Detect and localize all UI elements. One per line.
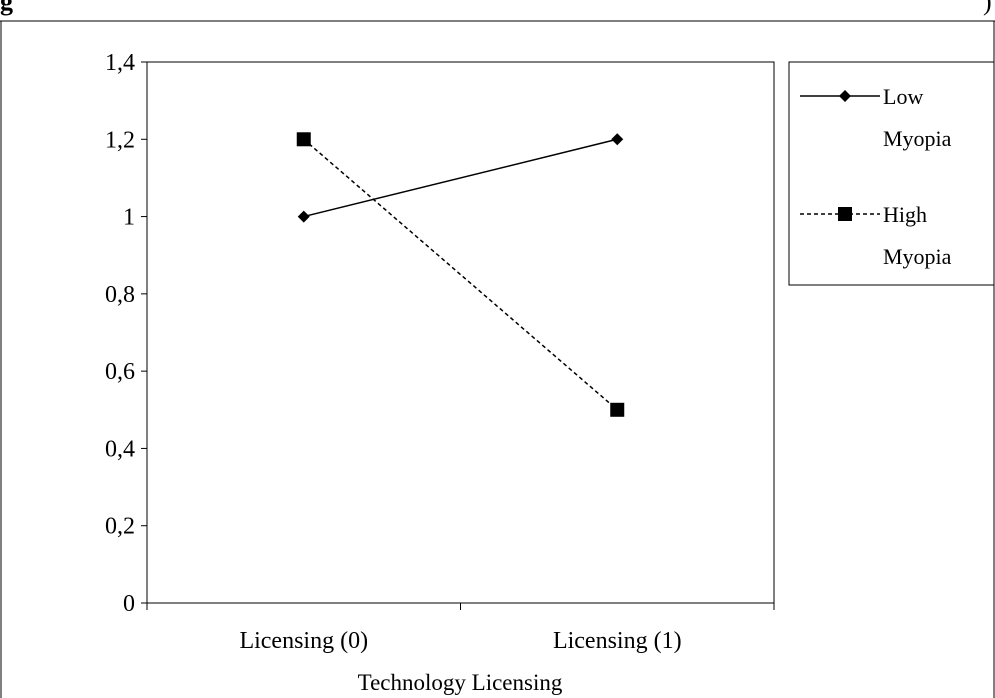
x-tick-label: Licensing (0) (239, 628, 368, 654)
legend-marker-low-myopia (839, 90, 851, 102)
x-axis: Licensing (0) Licensing (1) (146, 603, 775, 654)
legend-label-high-myopia: High (883, 202, 927, 227)
x-axis-label: Technology Licensing (358, 670, 563, 695)
legend-label-low-myopia: Low (883, 84, 923, 109)
y-tick-label: 0 (123, 591, 135, 617)
y-tick-label: 1,4 (105, 50, 135, 76)
data-point-low-myopia (297, 210, 310, 223)
y-axis: 0 0,2 0,4 0,6 0,8 1 1,2 1,4 (105, 50, 147, 617)
caption-fragment-left: g (0, 0, 13, 16)
series-line-high-myopia (303, 138, 618, 411)
caption-fragment-right: ) (983, 0, 992, 16)
legend-box (788, 61, 995, 286)
legend: Low Myopia High Myopia (800, 84, 952, 269)
y-tick-label: 0,4 (105, 436, 135, 462)
y-tick-label: 1,2 (105, 127, 135, 153)
data-point-high-myopia (296, 132, 311, 147)
x-tick-label: Licensing (1) (553, 628, 682, 654)
series-layer (296, 132, 625, 417)
y-tick-label: 1 (123, 205, 135, 231)
data-point-low-myopia (611, 133, 624, 146)
legend-label-high-myopia: Myopia (883, 244, 952, 269)
data-point-high-myopia (610, 402, 625, 417)
y-tick-label: 0,8 (105, 282, 135, 308)
y-tick-label: 0,2 (105, 514, 135, 540)
legend-marker-high-myopia (838, 207, 852, 221)
series-line-low-myopia (303, 138, 618, 218)
y-tick-label: 0,6 (105, 359, 135, 385)
legend-label-low-myopia: Myopia (883, 126, 952, 151)
plot-area (146, 61, 775, 604)
